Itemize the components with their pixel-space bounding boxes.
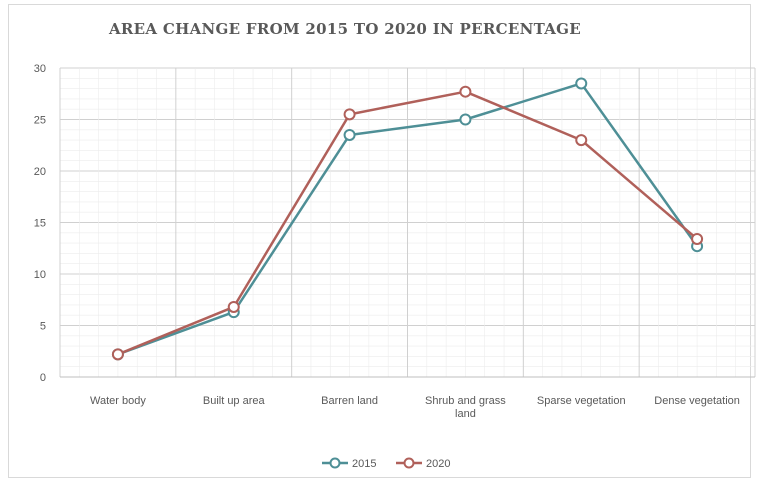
y-tick-label: 25 bbox=[34, 115, 46, 127]
x-category-label: Water body bbox=[90, 395, 146, 407]
legend: 2015 2020 bbox=[322, 457, 450, 470]
x-category-label: Dense vegetation bbox=[654, 395, 740, 407]
legend-label-2020: 2020 bbox=[426, 458, 450, 470]
x-category-label: Shrub and grass bbox=[425, 395, 506, 407]
grid-lines bbox=[59, 67, 756, 378]
data-point-2015 bbox=[459, 113, 472, 126]
x-category-label: Barren land bbox=[321, 395, 378, 407]
y-tick-label: 10 bbox=[34, 269, 46, 281]
series-points bbox=[111, 77, 704, 361]
data-point-2020 bbox=[111, 348, 124, 361]
data-point-2015 bbox=[575, 77, 588, 90]
y-axis-tick-labels: 0 5 10 15 20 25 30 bbox=[34, 63, 46, 384]
x-category-label: land bbox=[455, 408, 476, 420]
data-point-2015 bbox=[343, 128, 356, 141]
data-point-2020 bbox=[459, 85, 472, 98]
y-tick-label: 0 bbox=[40, 372, 46, 384]
series-line-2020 bbox=[117, 90, 698, 356]
data-point-2020 bbox=[227, 300, 240, 313]
legend-label-2015: 2015 bbox=[352, 458, 376, 470]
x-category-label: Sparse vegetation bbox=[537, 395, 626, 407]
series-line-2015 bbox=[117, 82, 699, 356]
y-tick-label: 20 bbox=[34, 166, 46, 178]
y-tick-label: 15 bbox=[34, 218, 46, 230]
legend-marker-2020 bbox=[403, 457, 415, 469]
data-point-2020 bbox=[343, 108, 356, 121]
y-tick-label: 5 bbox=[40, 321, 46, 333]
y-tick-label: 30 bbox=[34, 63, 46, 75]
data-point-2020 bbox=[575, 134, 588, 147]
series-lines bbox=[117, 82, 699, 356]
x-category-label: Built up area bbox=[203, 395, 266, 407]
legend-marker-2015 bbox=[329, 457, 341, 469]
x-axis-category-labels: Water body Built up area Barren land Shrub … bbox=[90, 395, 740, 420]
chart-title: AREA CHANGE FROM 2015 TO 2020 IN PERCENT… bbox=[108, 20, 582, 38]
data-point-2020 bbox=[691, 232, 704, 245]
chart-frame bbox=[8, 4, 751, 478]
